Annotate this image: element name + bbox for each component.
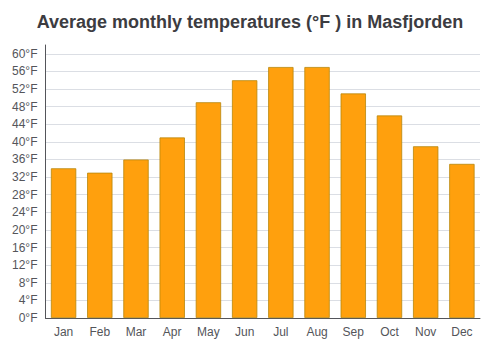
svg-text:Jun: Jun bbox=[235, 325, 254, 339]
svg-text:Jul: Jul bbox=[273, 325, 288, 339]
svg-text:Apr: Apr bbox=[163, 325, 182, 339]
svg-text:Jan: Jan bbox=[54, 325, 73, 339]
svg-text:Nov: Nov bbox=[415, 325, 436, 339]
svg-text:32°F: 32°F bbox=[12, 170, 37, 184]
svg-text:44°F: 44°F bbox=[12, 117, 37, 131]
svg-text:48°F: 48°F bbox=[12, 100, 37, 114]
svg-text:Sep: Sep bbox=[343, 325, 365, 339]
svg-text:52°F: 52°F bbox=[12, 82, 37, 96]
svg-text:Oct: Oct bbox=[380, 325, 399, 339]
svg-text:56°F: 56°F bbox=[12, 64, 37, 78]
svg-text:60°F: 60°F bbox=[12, 47, 37, 61]
svg-text:12°F: 12°F bbox=[12, 258, 37, 272]
svg-text:16°F: 16°F bbox=[12, 241, 37, 255]
svg-text:36°F: 36°F bbox=[12, 152, 37, 166]
svg-text:4°F: 4°F bbox=[19, 293, 38, 307]
svg-text:40°F: 40°F bbox=[12, 135, 37, 149]
svg-text:28°F: 28°F bbox=[12, 188, 37, 202]
svg-text:24°F: 24°F bbox=[12, 205, 37, 219]
svg-text:0°F: 0°F bbox=[19, 311, 38, 325]
svg-text:Feb: Feb bbox=[89, 325, 110, 339]
svg-text:Dec: Dec bbox=[451, 325, 472, 339]
svg-text:8°F: 8°F bbox=[19, 276, 38, 290]
svg-text:Average monthly temperatures (: Average monthly temperatures (°F ) in Ma… bbox=[37, 12, 464, 32]
svg-text:May: May bbox=[197, 325, 220, 339]
svg-text:20°F: 20°F bbox=[12, 223, 37, 237]
svg-text:Aug: Aug bbox=[306, 325, 327, 339]
svg-text:Mar: Mar bbox=[126, 325, 147, 339]
